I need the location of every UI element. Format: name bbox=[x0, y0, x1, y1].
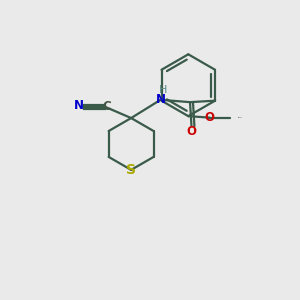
Text: methyl: methyl bbox=[238, 117, 243, 118]
Text: S: S bbox=[126, 163, 136, 177]
Text: H: H bbox=[159, 85, 167, 95]
Text: N: N bbox=[156, 93, 166, 106]
Text: O: O bbox=[187, 125, 196, 138]
Text: N: N bbox=[74, 100, 84, 112]
Text: O: O bbox=[205, 111, 214, 124]
Text: C: C bbox=[102, 100, 111, 113]
